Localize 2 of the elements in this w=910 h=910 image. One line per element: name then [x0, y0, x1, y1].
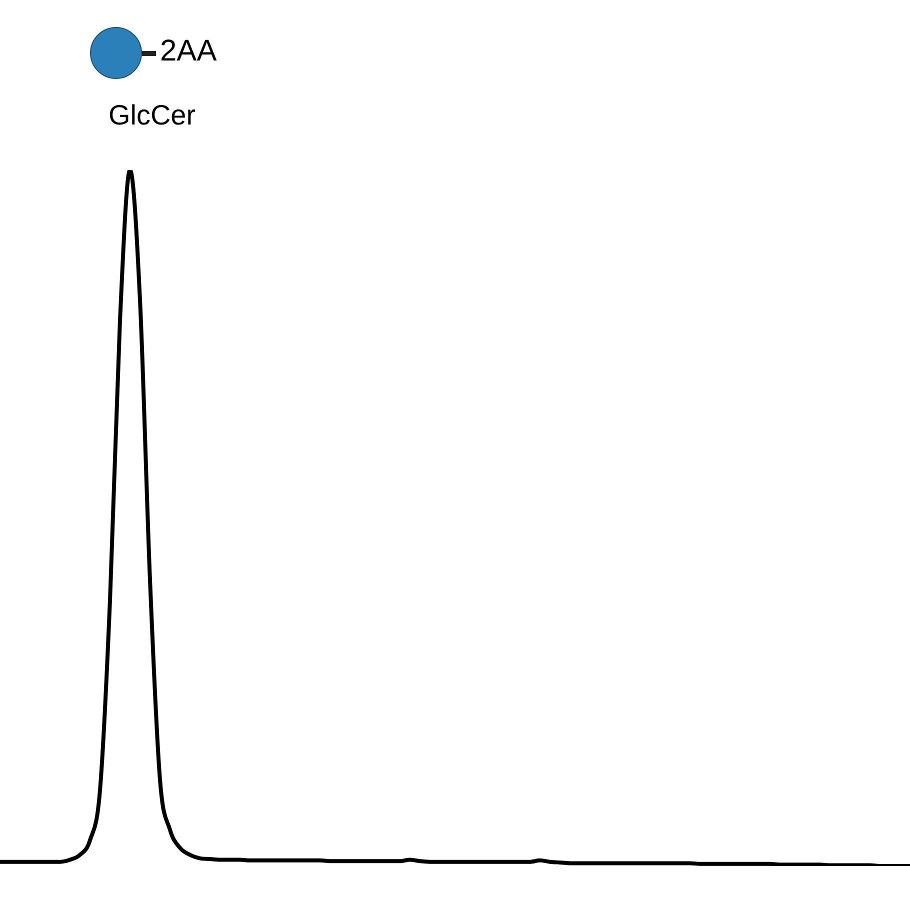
text: 2AA — [160, 34, 217, 68]
text: GlcCer — [108, 100, 196, 131]
